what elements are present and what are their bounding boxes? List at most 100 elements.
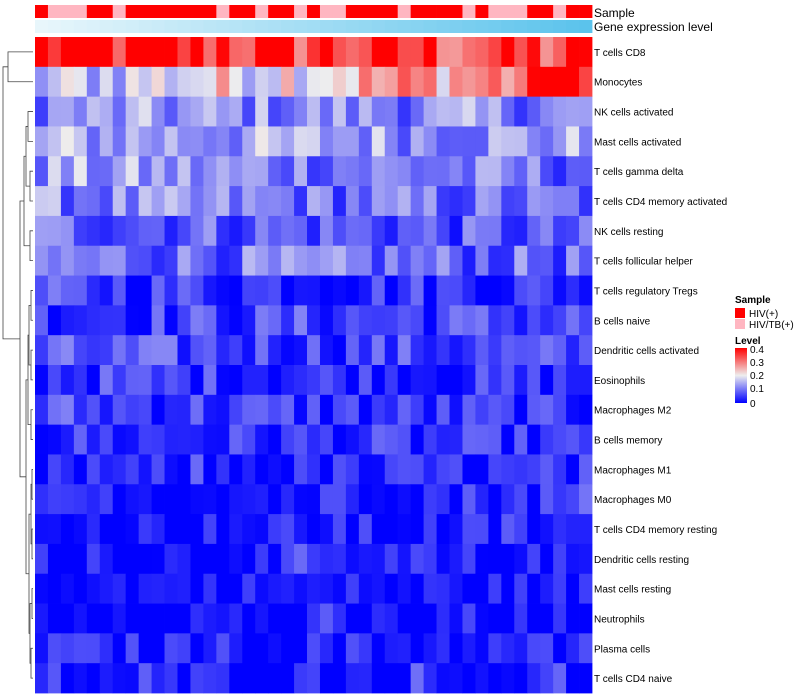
- heatmap-cell: [99, 335, 114, 366]
- gene-expression-annotation-cell: [345, 20, 360, 33]
- heatmap-cell: [307, 66, 321, 98]
- heatmap-cell: [358, 603, 373, 634]
- heatmap-cell: [229, 275, 243, 306]
- heatmap-cell: [281, 66, 295, 98]
- heatmap-cell: [332, 156, 347, 187]
- dendrogram-branch: [7, 51, 33, 83]
- heatmap-cell: [164, 96, 178, 127]
- heatmap-cell: [488, 305, 502, 336]
- heatmap-cell: [60, 156, 75, 187]
- heatmap-cell: [86, 66, 101, 98]
- heatmap-cell: [242, 603, 256, 634]
- heatmap-cell: [345, 514, 360, 545]
- heatmap-cell: [138, 186, 152, 217]
- heatmap-cell: [553, 514, 567, 545]
- heatmap-cell: [410, 603, 424, 634]
- heatmap-cell: [514, 126, 528, 157]
- heatmap-cell: [164, 305, 178, 336]
- heatmap-cell: [268, 573, 282, 604]
- heatmap-cell: [164, 186, 178, 217]
- heatmap-cell: [579, 454, 593, 485]
- heatmap-cell: [410, 514, 424, 545]
- heatmap-cell: [35, 603, 49, 634]
- heatmap-cell: [488, 275, 502, 306]
- heatmap-cell: [345, 215, 360, 247]
- heatmap-cell: [99, 215, 114, 247]
- heatmap-cell: [540, 663, 554, 694]
- heatmap-cell: [294, 215, 308, 247]
- heatmap-cell: [86, 514, 101, 545]
- row-label: Eosinophils: [594, 376, 645, 387]
- heatmap-cell: [229, 96, 243, 127]
- heatmap-cell: [371, 156, 386, 187]
- level-legend-title: Level: [735, 336, 761, 347]
- sample-annotation-cell: [35, 5, 49, 18]
- heatmap-cell: [566, 663, 580, 694]
- heatmap-cell: [203, 514, 217, 545]
- heatmap-cell: [332, 454, 347, 485]
- heatmap-cell: [125, 66, 140, 98]
- heatmap-cell: [579, 156, 593, 187]
- heatmap-cell: [73, 394, 88, 426]
- heatmap-cell: [177, 96, 191, 127]
- heatmap-cell: [47, 454, 62, 485]
- gene-expression-annotation-cell: [229, 20, 243, 33]
- heatmap-cell: [242, 454, 256, 485]
- heatmap-cell: [125, 305, 140, 336]
- heatmap-cell: [319, 543, 334, 575]
- heatmap-cell: [164, 603, 178, 634]
- heatmap-cell: [112, 126, 127, 157]
- heatmap-cell: [190, 245, 204, 276]
- heatmap-cell: [255, 424, 269, 455]
- heatmap-cell: [307, 156, 321, 187]
- heatmap-cell: [462, 245, 476, 276]
- heatmap-cell: [553, 543, 567, 575]
- heatmap-cell: [35, 96, 49, 127]
- heatmap-cell: [99, 37, 114, 68]
- heatmap-cell: [125, 573, 140, 604]
- heatmap-cell: [125, 514, 140, 545]
- heatmap-cell: [125, 275, 140, 306]
- heatmap-cell: [203, 96, 217, 127]
- heatmap-cell: [501, 275, 515, 306]
- heatmap-cell: [216, 37, 230, 68]
- row-label: Mast cells resting: [594, 585, 671, 596]
- heatmap-cell: [423, 484, 437, 515]
- heatmap-cell: [410, 37, 424, 68]
- heatmap-cell: [553, 454, 567, 485]
- heatmap-cell: [462, 543, 476, 575]
- heatmap-cell: [384, 394, 399, 426]
- heatmap-cell: [436, 365, 450, 396]
- heatmap-cell: [112, 156, 127, 187]
- heatmap-cell: [475, 245, 489, 276]
- heatmap-cell: [332, 424, 347, 455]
- heatmap-cell: [307, 663, 321, 694]
- heatmap-cell: [449, 633, 463, 664]
- heatmap-cell: [268, 96, 282, 127]
- heatmap-cell: [514, 156, 528, 187]
- dendrogram-branch: [23, 155, 30, 247]
- heatmap-cell: [579, 573, 593, 604]
- heatmap-cell: [462, 663, 476, 694]
- heatmap-cell: [488, 96, 502, 127]
- heatmap-cell: [358, 514, 373, 545]
- heatmap-cell: [125, 126, 140, 157]
- heatmap-cell: [423, 186, 437, 217]
- heatmap-cell: [527, 365, 541, 396]
- heatmap-cell: [501, 633, 515, 664]
- heatmap-cell: [164, 484, 178, 515]
- heatmap-cell: [177, 365, 191, 396]
- heatmap-cell: [462, 603, 476, 634]
- heatmap-cell: [410, 484, 424, 515]
- heatmap-cell: [332, 66, 347, 98]
- heatmap-cell: [138, 573, 152, 604]
- heatmap-cell: [47, 245, 62, 276]
- heatmap-cell: [397, 663, 412, 694]
- heatmap-cell: [462, 514, 476, 545]
- legend-swatch-hiv: [735, 308, 745, 318]
- heatmap-cell: [177, 514, 191, 545]
- heatmap-cell: [579, 543, 593, 575]
- heatmap-cell: [73, 543, 88, 575]
- heatmap-cell: [384, 245, 399, 276]
- heatmap-cell: [177, 573, 191, 604]
